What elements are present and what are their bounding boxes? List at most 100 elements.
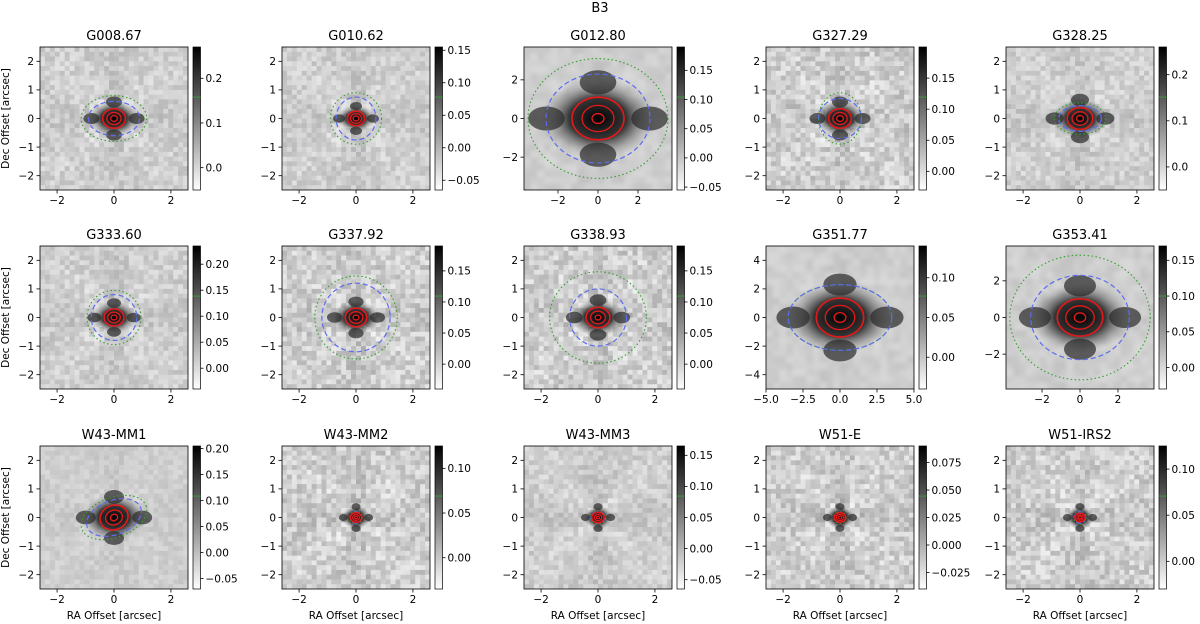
image-pixel (1134, 156, 1140, 162)
image-pixel (1010, 56, 1017, 62)
image-pixel (44, 298, 51, 304)
image-pixel (790, 180, 797, 186)
image-pixel (74, 137, 81, 143)
image-pixel (577, 60, 586, 68)
image-pixel (1149, 161, 1154, 167)
image-pixel (282, 166, 288, 172)
image-pixel (89, 75, 95, 81)
image-pixel (1025, 56, 1032, 62)
image-pixel (766, 166, 772, 172)
image-pixel (1015, 147, 1022, 153)
image-pixel (1144, 47, 1150, 53)
image-pixel (820, 85, 826, 91)
y-tick-label: 1 (993, 85, 1000, 97)
image-pixel (94, 161, 100, 167)
image-pixel (611, 66, 619, 74)
image-pixel (148, 255, 155, 261)
image-pixel (894, 108, 900, 115)
image-pixel (109, 56, 115, 62)
image-pixel (59, 108, 66, 115)
image-pixel (104, 360, 110, 366)
image-pixel (49, 265, 56, 271)
image-pixel (341, 75, 347, 81)
image-pixel (94, 80, 100, 86)
image-pixel (785, 85, 792, 91)
image-pixel (390, 147, 397, 153)
image-pixel (104, 284, 110, 290)
image-pixel (138, 70, 145, 77)
image-pixel (114, 369, 120, 376)
image-pixel (321, 156, 327, 162)
image-pixel (1094, 47, 1101, 53)
image-pixel (889, 128, 895, 134)
image-pixel (168, 47, 174, 53)
image-pixel (415, 104, 421, 110)
image-pixel (410, 113, 416, 120)
image-pixel (1134, 170, 1140, 177)
image-pixel (658, 157, 666, 165)
image-pixel (1050, 89, 1056, 96)
y-tick-label: 0 (27, 113, 34, 125)
image-pixel (40, 94, 46, 101)
image-pixel (336, 94, 342, 101)
image-pixel (631, 183, 639, 190)
image-pixel (296, 51, 303, 58)
image-pixel (351, 142, 357, 148)
image-pixel (874, 137, 881, 143)
image-pixel (79, 341, 85, 347)
image-pixel (351, 94, 357, 101)
image-pixel (1065, 147, 1071, 153)
image-pixel (54, 312, 61, 319)
image-pixel (420, 61, 426, 67)
image-pixel (1134, 70, 1140, 77)
image-pixel (420, 113, 426, 120)
image-pixel (564, 47, 572, 55)
image-pixel (815, 80, 821, 86)
image-pixel (849, 47, 856, 53)
image-pixel (316, 161, 323, 167)
image-pixel (844, 85, 851, 91)
image-pixel (859, 151, 866, 158)
image-pixel (49, 108, 56, 115)
image-pixel (173, 108, 179, 115)
image-pixel (178, 99, 184, 105)
image-pixel (173, 85, 179, 91)
image-pixel (1124, 47, 1130, 53)
image-pixel (1045, 51, 1051, 58)
image-pixel (889, 104, 895, 110)
image-pixel (1149, 51, 1154, 58)
image-pixel (1099, 175, 1106, 182)
image-pixel (899, 61, 905, 67)
image-pixel (879, 113, 885, 120)
image-pixel (1129, 61, 1135, 67)
image-pixel (118, 166, 125, 172)
colorbar-tick-label: 0.05 (932, 135, 955, 147)
image-pixel (99, 137, 105, 143)
image-pixel (296, 147, 303, 153)
image-pixel (89, 156, 95, 162)
image-pixel (849, 185, 856, 190)
image-pixel (178, 118, 184, 124)
image-pixel (651, 164, 660, 172)
image-pixel (1015, 166, 1022, 172)
image-pixel (158, 104, 164, 110)
image-pixel (64, 142, 71, 148)
image-pixel (550, 151, 559, 159)
image-pixel (1119, 166, 1125, 172)
image-pixel (1070, 142, 1076, 148)
image-pixel (530, 53, 539, 61)
image-pixel (44, 312, 51, 319)
image-pixel (59, 307, 66, 314)
image-pixel (133, 336, 140, 342)
image-pixel (99, 94, 105, 101)
image-pixel (153, 99, 159, 105)
image-pixel (1045, 56, 1051, 62)
image-pixel (815, 180, 821, 186)
image-pixel (1055, 61, 1061, 67)
image-pixel (168, 137, 174, 143)
image-pixel (400, 104, 406, 110)
image-pixel (128, 360, 135, 366)
image-pixel (336, 85, 342, 91)
image-pixel (99, 250, 105, 257)
image-pixel (69, 175, 76, 182)
